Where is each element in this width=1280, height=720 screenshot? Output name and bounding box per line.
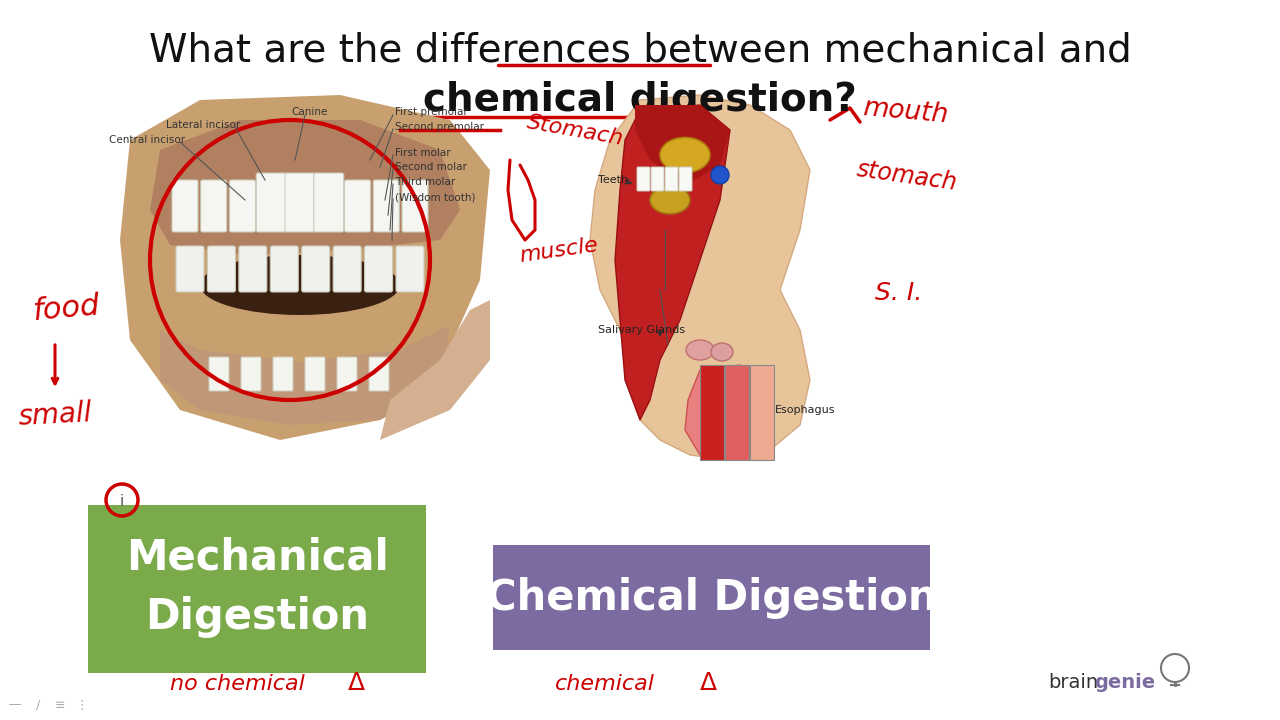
FancyBboxPatch shape [314, 173, 344, 232]
FancyBboxPatch shape [493, 545, 931, 650]
Bar [700, 365, 724, 460]
FancyBboxPatch shape [365, 246, 393, 292]
FancyBboxPatch shape [374, 180, 399, 232]
Polygon shape [120, 95, 490, 440]
Text: First molar: First molar [396, 148, 451, 158]
Text: First premolar: First premolar [396, 107, 467, 117]
Text: Digestion: Digestion [145, 596, 369, 638]
Polygon shape [685, 365, 760, 460]
Text: ⋮: ⋮ [76, 698, 88, 711]
Text: chemical digestion?: chemical digestion? [424, 81, 856, 119]
Ellipse shape [200, 255, 399, 315]
Text: Teeth: Teeth [598, 175, 628, 185]
Text: no chemical: no chemical [170, 674, 305, 694]
Ellipse shape [660, 138, 710, 173]
Text: Mechanical: Mechanical [125, 536, 388, 578]
Polygon shape [380, 300, 490, 440]
FancyBboxPatch shape [302, 246, 330, 292]
FancyBboxPatch shape [177, 246, 204, 292]
Polygon shape [150, 120, 460, 255]
FancyBboxPatch shape [239, 246, 266, 292]
FancyBboxPatch shape [333, 246, 361, 292]
Text: Δ: Δ [700, 671, 717, 695]
Text: genie: genie [1094, 672, 1155, 691]
Text: chemical: chemical [556, 674, 655, 694]
Text: What are the differences between mechanical and: What are the differences between mechani… [148, 31, 1132, 69]
FancyBboxPatch shape [337, 357, 357, 391]
Text: Second premolar: Second premolar [396, 122, 484, 132]
FancyBboxPatch shape [666, 167, 678, 191]
FancyBboxPatch shape [209, 357, 229, 391]
FancyBboxPatch shape [273, 357, 293, 391]
Text: small: small [18, 399, 93, 431]
Text: —: — [9, 698, 22, 711]
Text: mouth: mouth [861, 94, 950, 128]
FancyBboxPatch shape [285, 173, 315, 232]
FancyBboxPatch shape [652, 167, 664, 191]
Text: /: / [36, 698, 40, 711]
Ellipse shape [650, 186, 690, 214]
Polygon shape [635, 105, 730, 180]
Text: food: food [32, 291, 101, 326]
Text: Stomach: Stomach [525, 112, 625, 149]
Circle shape [710, 166, 730, 184]
Bar [750, 365, 774, 460]
Text: Esophagus: Esophagus [774, 405, 836, 415]
Text: Canine: Canine [292, 107, 328, 117]
Ellipse shape [710, 343, 733, 361]
FancyBboxPatch shape [256, 173, 287, 232]
Text: Chemical Digestion: Chemical Digestion [486, 577, 938, 619]
Bar [724, 365, 749, 460]
FancyBboxPatch shape [270, 246, 298, 292]
Text: stomach: stomach [855, 157, 959, 195]
FancyBboxPatch shape [344, 180, 370, 232]
FancyBboxPatch shape [678, 167, 692, 191]
Text: Δ: Δ [348, 671, 365, 695]
Text: (Wisdom tooth): (Wisdom tooth) [396, 192, 475, 202]
FancyBboxPatch shape [88, 505, 426, 673]
Text: brain: brain [1048, 672, 1098, 691]
Polygon shape [590, 95, 810, 460]
Text: S. I.: S. I. [876, 281, 923, 305]
FancyBboxPatch shape [637, 167, 650, 191]
FancyBboxPatch shape [201, 180, 227, 232]
Text: ≡: ≡ [55, 698, 65, 711]
Text: Salivary Glands: Salivary Glands [598, 325, 685, 335]
FancyBboxPatch shape [207, 246, 236, 292]
Text: Lateral incisor: Lateral incisor [165, 120, 241, 130]
FancyBboxPatch shape [229, 180, 256, 232]
Ellipse shape [686, 340, 714, 360]
Text: i: i [120, 495, 124, 510]
FancyBboxPatch shape [305, 357, 325, 391]
Text: muscle: muscle [518, 235, 599, 266]
FancyBboxPatch shape [369, 357, 389, 391]
Polygon shape [614, 105, 730, 420]
Polygon shape [160, 325, 451, 425]
Text: Central incisor: Central incisor [109, 135, 186, 145]
FancyBboxPatch shape [396, 246, 424, 292]
FancyBboxPatch shape [241, 357, 261, 391]
FancyBboxPatch shape [172, 180, 198, 232]
Text: Second molar: Second molar [396, 162, 467, 172]
Text: Third molar: Third molar [396, 177, 456, 187]
FancyBboxPatch shape [402, 180, 428, 232]
